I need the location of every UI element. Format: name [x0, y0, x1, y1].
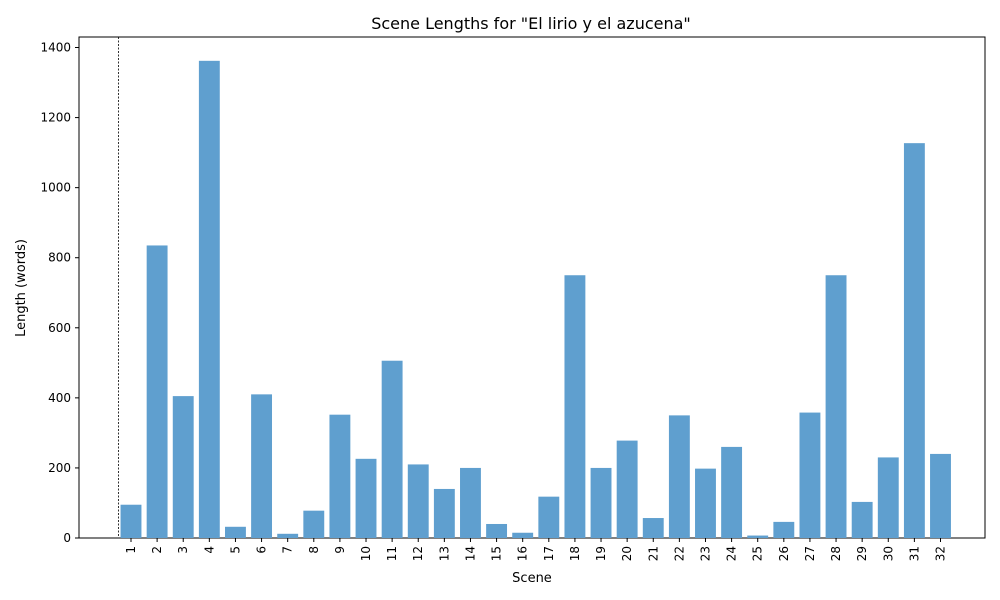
- x-tick-label: 6: [255, 546, 269, 554]
- x-tick-label: 18: [568, 546, 582, 561]
- bar: [773, 521, 795, 538]
- y-tick-label: 1400: [40, 41, 71, 55]
- bar: [825, 275, 847, 538]
- x-tick-label: 15: [490, 546, 504, 561]
- y-tick-label: 0: [63, 531, 71, 545]
- x-tick-label: 23: [698, 546, 712, 561]
- x-tick-label: 5: [228, 546, 242, 554]
- bar: [695, 468, 716, 538]
- y-tick-label: 1000: [40, 181, 71, 195]
- x-axis-label: Scene: [512, 571, 552, 586]
- bar: [642, 518, 664, 538]
- y-tick-label: 800: [48, 251, 71, 265]
- x-tick-label: 29: [855, 546, 869, 561]
- bar: [799, 412, 821, 538]
- x-tick-label: 1: [124, 546, 138, 554]
- x-tick-label: 4: [202, 546, 216, 554]
- y-tick-label: 400: [48, 391, 71, 405]
- x-tick-label: 21: [646, 546, 660, 561]
- x-tick-label: 26: [777, 546, 791, 561]
- x-tick-label: 30: [881, 546, 895, 561]
- bar: [303, 510, 325, 538]
- bar: [747, 535, 769, 538]
- x-tick-label: 25: [751, 546, 765, 561]
- bar: [564, 275, 586, 538]
- bar: [930, 453, 951, 538]
- bar: [512, 532, 534, 538]
- x-tick-label: 24: [725, 546, 739, 561]
- bar: [329, 414, 351, 538]
- bar: [433, 488, 455, 538]
- bar: [851, 501, 873, 538]
- bar: [590, 467, 612, 538]
- x-tick-label: 19: [594, 546, 608, 561]
- y-tick-label: 200: [48, 461, 71, 475]
- bar: [355, 458, 377, 538]
- bar: [721, 446, 743, 538]
- bar: [172, 396, 194, 538]
- x-tick-label: 16: [516, 546, 530, 561]
- x-tick-label: 9: [333, 546, 347, 554]
- x-tick-label: 17: [542, 546, 556, 561]
- bar: [903, 143, 925, 538]
- y-tick-label: 1200: [40, 111, 71, 125]
- x-tick-label: 12: [411, 546, 425, 561]
- y-axis: 0 200 400 600 800 1000 1200 1400: [40, 41, 79, 545]
- bar: [251, 394, 273, 538]
- x-tick-label: 7: [281, 546, 295, 554]
- x-tick-label: 31: [907, 546, 921, 561]
- x-tick-label: 2: [150, 546, 164, 554]
- bar: [146, 245, 168, 538]
- x-tick-label: 22: [672, 546, 686, 561]
- bar: [277, 533, 299, 538]
- x-tick-label: 28: [829, 546, 843, 561]
- x-tick-label: 11: [385, 546, 399, 561]
- x-tick-label: 13: [437, 546, 451, 561]
- bar: [538, 496, 560, 538]
- x-tick-label: 20: [620, 546, 634, 561]
- bar: [407, 464, 429, 538]
- x-tick-label: 8: [307, 546, 321, 554]
- bars-group: [120, 60, 951, 538]
- y-axis-label: Length (words): [14, 239, 29, 337]
- y-tick-label: 600: [48, 321, 71, 335]
- bar: [877, 457, 899, 538]
- bar: [460, 467, 481, 538]
- x-tick-label: 10: [359, 546, 373, 561]
- x-axis: 1 2 3 4 5 6 7 8 9 10 11 12 13 14 15 16 17 18 19 20 21 22 23 24 2…: [124, 538, 948, 561]
- bar: [198, 60, 220, 538]
- bar: [225, 526, 246, 538]
- bar: [616, 440, 638, 538]
- bar: [381, 360, 403, 538]
- bar: [668, 415, 690, 538]
- bar: [120, 504, 142, 538]
- x-tick-label: 3: [176, 546, 190, 554]
- x-tick-label: 27: [803, 546, 817, 561]
- chart-title: Scene Lengths for "El lirio y el azucena…: [371, 14, 691, 33]
- x-tick-label: 32: [934, 546, 948, 561]
- x-tick-label: 14: [463, 546, 477, 561]
- bar: [486, 523, 508, 538]
